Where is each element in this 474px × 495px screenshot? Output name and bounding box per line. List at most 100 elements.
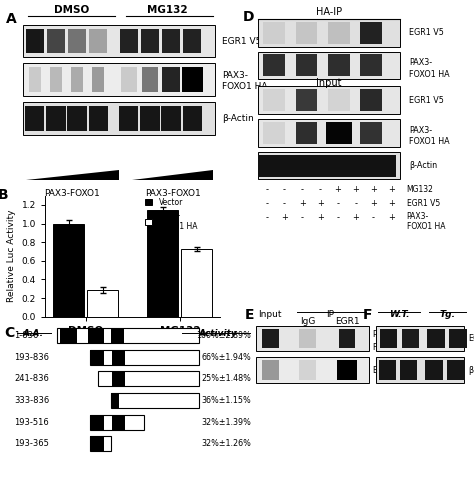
Text: 333-836: 333-836 — [14, 396, 49, 405]
Text: +: + — [352, 213, 359, 222]
Bar — [57, 328, 199, 344]
Text: +: + — [388, 213, 395, 222]
Bar — [119, 106, 138, 131]
Bar — [376, 326, 464, 351]
Text: 241-836: 241-836 — [14, 374, 49, 384]
Text: PAX3-: PAX3- — [407, 211, 429, 221]
Bar — [296, 122, 317, 144]
Text: FOXO1 HA: FOXO1 HA — [222, 82, 267, 91]
Text: F: F — [115, 329, 121, 339]
Bar — [111, 393, 199, 408]
Text: E: E — [245, 308, 254, 322]
Text: 32%±1.26%: 32%±1.26% — [201, 439, 251, 448]
Text: +: + — [388, 185, 395, 194]
Bar — [162, 29, 180, 53]
Text: 25%±1.48%: 25%±1.48% — [201, 374, 251, 384]
Bar — [376, 357, 464, 383]
Bar — [147, 209, 179, 317]
Bar — [360, 54, 382, 77]
Bar — [47, 29, 64, 53]
Text: H: H — [91, 329, 100, 339]
Text: Input: Input — [316, 79, 342, 89]
Text: 32%±1.39%: 32%±1.39% — [201, 418, 251, 427]
Bar — [263, 122, 285, 144]
Text: 36%±1.15%: 36%±1.15% — [201, 396, 251, 405]
Text: D: D — [243, 10, 255, 24]
Text: IP: IP — [327, 310, 334, 319]
Text: +: + — [317, 213, 324, 222]
Text: FOXO1 HA: FOXO1 HA — [407, 222, 445, 231]
Text: P: P — [63, 329, 71, 339]
Legend: Vector, PAX3-
FOXO1 HA: Vector, PAX3- FOXO1 HA — [142, 195, 200, 234]
Text: +: + — [388, 199, 395, 208]
Bar — [111, 328, 124, 344]
Text: +: + — [352, 185, 359, 194]
Bar — [425, 360, 443, 380]
Text: -: - — [337, 199, 339, 208]
Text: +: + — [370, 199, 377, 208]
Text: B: B — [0, 188, 9, 202]
Text: -: - — [372, 213, 375, 222]
Bar — [299, 329, 316, 348]
Bar — [427, 329, 445, 348]
Bar — [296, 54, 317, 77]
Text: PAX3-: PAX3- — [409, 126, 432, 135]
Text: PAX3-: PAX3- — [409, 58, 432, 67]
Polygon shape — [132, 170, 213, 180]
Text: 66%±1.94%: 66%±1.94% — [201, 353, 251, 362]
Bar — [337, 360, 357, 380]
Text: C: C — [5, 326, 15, 340]
Text: -: - — [301, 213, 304, 222]
Text: -: - — [301, 185, 304, 194]
Text: -: - — [265, 199, 268, 208]
Bar — [68, 29, 86, 53]
Bar — [258, 154, 396, 177]
Bar — [29, 67, 41, 92]
Bar — [296, 22, 317, 44]
Bar — [26, 29, 44, 53]
Bar — [360, 22, 382, 44]
Bar — [258, 19, 400, 47]
Bar — [263, 22, 285, 44]
Text: EGR1: EGR1 — [468, 334, 474, 343]
Bar — [112, 350, 125, 365]
Bar — [87, 290, 118, 317]
Text: -: - — [265, 185, 268, 194]
Text: MG132: MG132 — [407, 185, 434, 194]
Bar — [299, 360, 316, 380]
Bar — [326, 122, 352, 144]
Bar — [449, 329, 467, 348]
Bar — [402, 329, 419, 348]
Text: β-Actin: β-Actin — [468, 366, 474, 375]
Text: MG132: MG132 — [147, 5, 188, 15]
Text: -: - — [283, 185, 286, 194]
Bar — [262, 329, 279, 348]
Bar — [328, 54, 349, 77]
Text: PAX3-: PAX3- — [373, 330, 396, 339]
Bar — [71, 67, 83, 92]
Text: FOXO1 HA: FOXO1 HA — [373, 343, 413, 352]
Bar — [183, 29, 201, 53]
Bar — [263, 89, 285, 111]
Bar — [296, 89, 317, 111]
Bar — [400, 360, 417, 380]
Bar — [25, 106, 45, 131]
Polygon shape — [26, 170, 119, 180]
Text: +: + — [299, 199, 306, 208]
Bar — [23, 25, 215, 57]
Text: -: - — [283, 199, 286, 208]
Bar — [140, 106, 160, 131]
Bar — [88, 328, 104, 344]
Bar — [258, 52, 400, 79]
Bar — [256, 326, 369, 351]
Text: 193-836: 193-836 — [14, 353, 49, 362]
Text: Activity: Activity — [199, 329, 237, 338]
Bar — [141, 29, 159, 53]
Bar — [258, 119, 400, 147]
Text: +: + — [370, 185, 377, 194]
Bar — [447, 360, 465, 380]
Text: 100%±2.89%: 100%±2.89% — [196, 331, 251, 341]
Text: +: + — [335, 185, 341, 194]
Bar — [112, 371, 125, 387]
Text: HA-IP: HA-IP — [316, 6, 342, 17]
